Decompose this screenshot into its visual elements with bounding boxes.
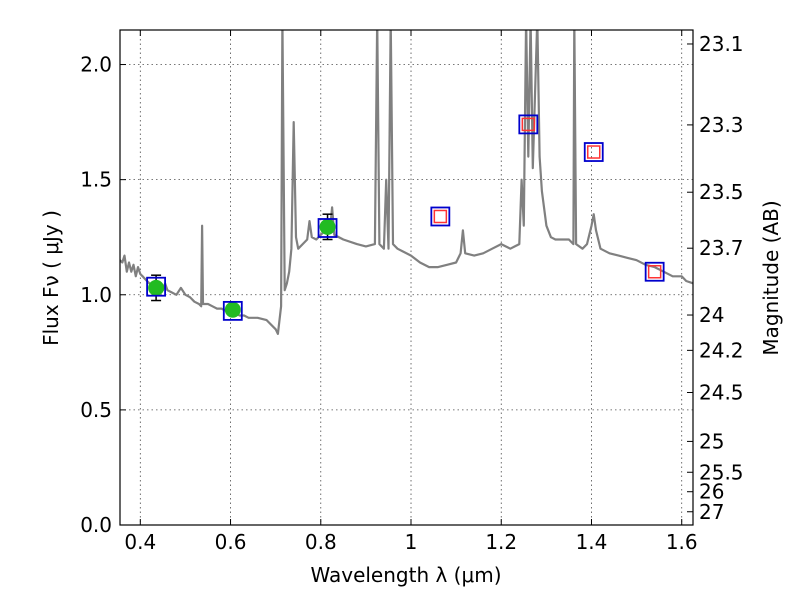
y-tick-label: 1.0	[80, 283, 112, 307]
predicted-square	[586, 145, 601, 159]
model-spectrum	[120, 30, 693, 335]
magnitude-tick-label: 24.2	[699, 338, 744, 362]
magnitude-tick-label: 24	[699, 303, 724, 327]
x-tick-label: 0.8	[305, 530, 337, 554]
magnitude-tick-label: 26	[699, 480, 724, 504]
magnitude-tick-label: 25	[699, 429, 724, 453]
model-photometry-square	[518, 114, 539, 135]
magnitude-tick-label: 24.5	[699, 381, 744, 405]
model-photometry-square	[222, 300, 243, 321]
x-tick-label: 1.4	[576, 530, 608, 554]
axis-ticks	[120, 30, 693, 526]
magnitude-tick-label: 25.5	[699, 460, 744, 484]
x-tick-label: 1.6	[666, 530, 698, 554]
predicted-square	[433, 209, 448, 224]
y-tick-label: 0.0	[80, 513, 112, 537]
magnitude-tick-label: 23.5	[699, 180, 744, 204]
x-tick-label: 1	[405, 530, 418, 554]
y-axis-label: Flux Fν ( μJy )	[39, 210, 63, 346]
x-tick-label: 1.2	[485, 530, 517, 554]
plot-frame	[119, 29, 694, 526]
photometry-points	[146, 114, 665, 321]
tick-labels: 0.4 0.6 0.8 1 1.2 1.4 1.6 0.0 0.5 1.0 1.5 2.0 23.1 23…	[80, 32, 743, 554]
y-tick-label: 2.0	[80, 53, 112, 77]
y-tick-label: 0.5	[80, 398, 112, 422]
x-axis-label: Wavelength λ (μm)	[310, 563, 501, 587]
predicted-square	[521, 117, 536, 132]
model-photometry-square	[583, 142, 604, 162]
magnitude-tick-label: 23.1	[699, 32, 744, 56]
model-photometry-square	[317, 218, 338, 238]
observed-point	[224, 301, 241, 318]
observed-point	[319, 218, 336, 235]
y-tick-label: 1.5	[80, 168, 112, 192]
x-tick-label: 0.4	[124, 530, 156, 554]
x-tick-label: 0.6	[215, 530, 247, 554]
y-axis-label-right: Magnitude (AB)	[759, 200, 783, 355]
magnitude-tick-label: 23.7	[699, 236, 744, 260]
model-photometry-square	[644, 261, 665, 282]
model-spectrum-line	[120, 30, 693, 335]
magnitude-tick-label: 23.3	[699, 113, 744, 137]
predicted-square	[647, 264, 662, 279]
model-photometry-square	[146, 276, 166, 297]
model-photometry-square	[430, 206, 451, 227]
observed-point	[148, 279, 165, 296]
magnitude-tick-label: 27	[699, 500, 724, 524]
grid	[120, 30, 693, 526]
